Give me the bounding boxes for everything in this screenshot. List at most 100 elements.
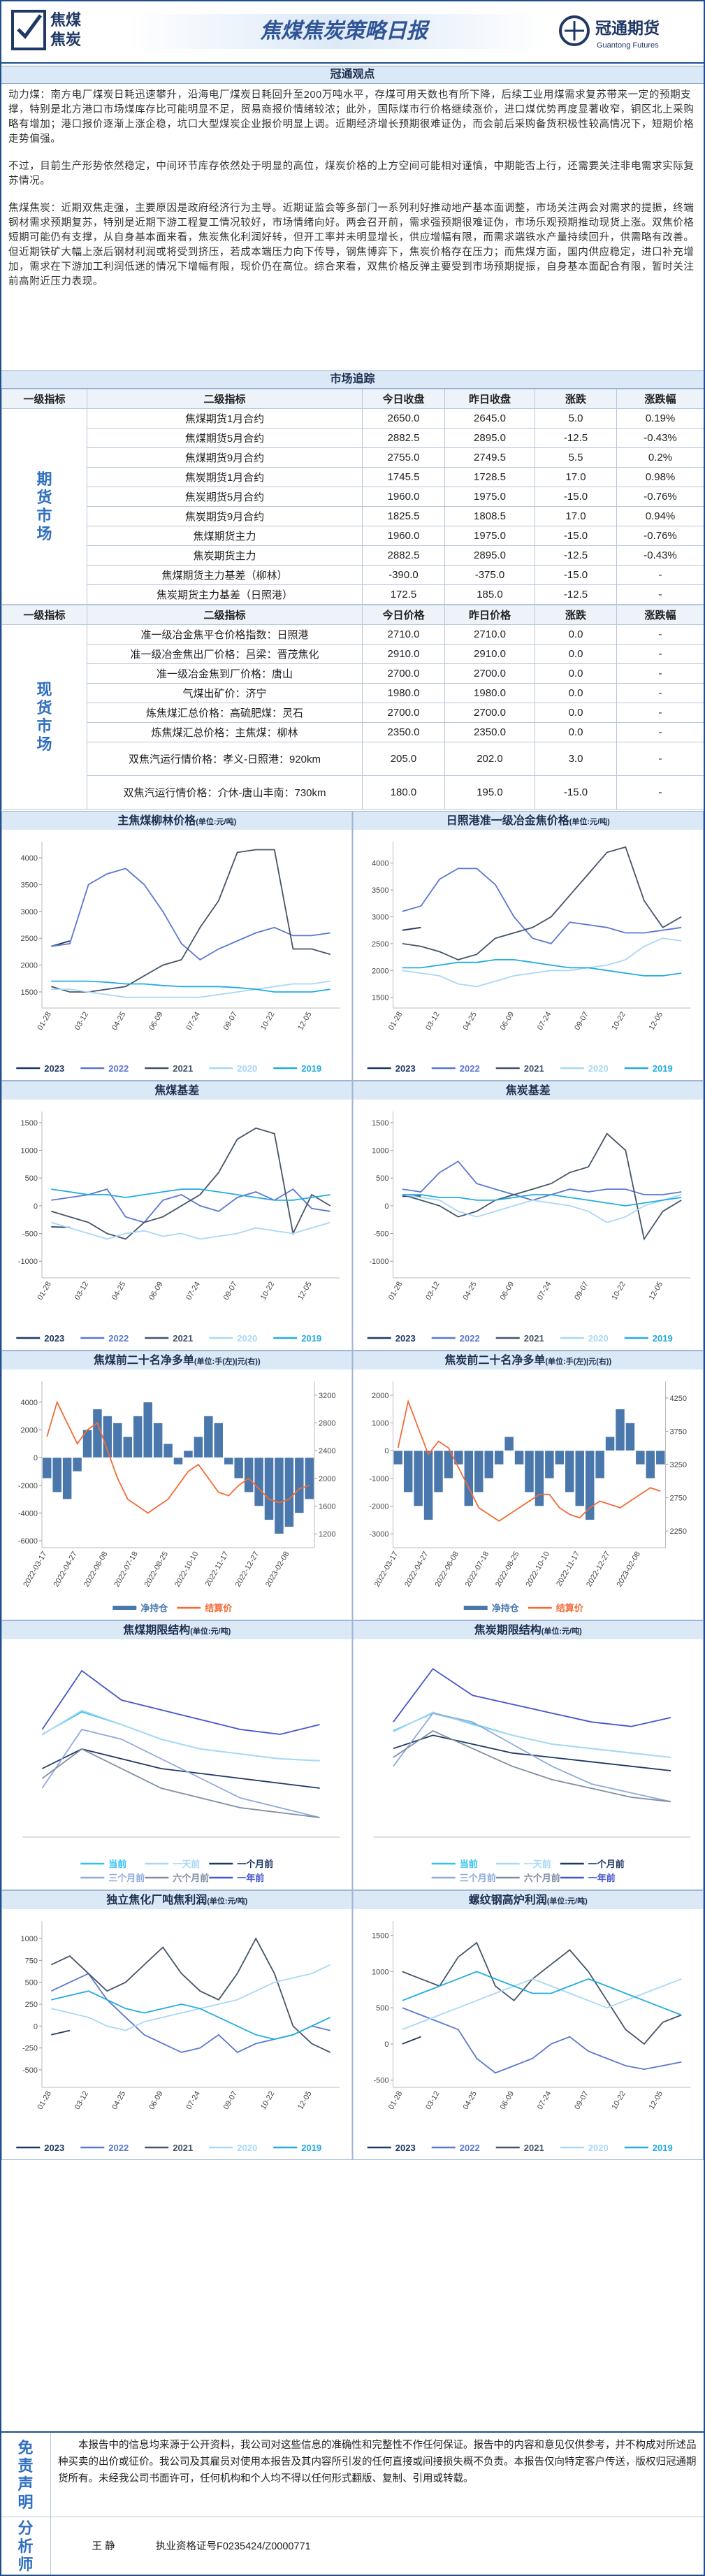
cell: - xyxy=(616,565,704,585)
cell: 2710.0 xyxy=(362,624,445,645)
header-cell: 涨跌 xyxy=(535,605,617,625)
header-cell: 二级指标 xyxy=(87,605,363,625)
cell: -0.76% xyxy=(616,487,704,507)
cell: 2882.5 xyxy=(362,428,445,448)
y2-tick-label: 3250 xyxy=(670,1461,687,1469)
logo-text: 焦煤 xyxy=(50,11,81,29)
y2-tick-label: 2000 xyxy=(319,1475,335,1483)
legend-label: 一个月前 xyxy=(237,1859,273,1869)
legend-label: 2021 xyxy=(524,1063,544,1074)
series-line xyxy=(402,937,682,988)
x-tick-label: 07-24 xyxy=(536,2090,553,2111)
y-tick-label: -2000 xyxy=(369,1503,388,1511)
series-line xyxy=(51,1188,330,1201)
company-name-en: Guantong Futures xyxy=(597,41,659,50)
disclaimer: 免责声明 本报告中的信息均来源于公开资料，我公司对这些信息的准确性和完整性不作任… xyxy=(1,2431,704,2518)
x-tick-label: 10-22 xyxy=(610,1281,627,1302)
analyst-license: 执业资格证号F0235424/Z0000771 xyxy=(156,2540,311,2552)
cell: 焦煤期货主力 xyxy=(87,526,363,546)
bar xyxy=(214,1423,224,1458)
cell: - xyxy=(616,742,704,776)
x-tick-label: 2022-06-08 xyxy=(433,1550,460,1589)
bar xyxy=(254,1457,264,1506)
bar xyxy=(403,1450,413,1492)
x-tick-label: 12-05 xyxy=(648,1011,664,1032)
cell: 5.0 xyxy=(535,408,617,429)
x-tick-label: 12-05 xyxy=(648,2090,664,2111)
cell: 2910.0 xyxy=(444,644,535,664)
table-row: 焦煤期货9月合约 2755.0 2749.5 5.5 0.2% xyxy=(2,447,704,468)
bar xyxy=(514,1450,524,1465)
y-tick-label: 1500 xyxy=(21,1119,38,1128)
y-tick-label: -1000 xyxy=(18,1258,38,1266)
cell: - xyxy=(616,644,704,664)
cell: 2350.0 xyxy=(444,722,535,742)
series-line xyxy=(402,1941,682,2045)
y-tick-label: 2000 xyxy=(21,962,38,970)
chart-title-text: 焦煤基差 xyxy=(154,1084,199,1097)
y-tick-label: -500 xyxy=(373,2077,388,2085)
cell: -390.0 xyxy=(362,565,445,585)
cell: 焦炭期货5月合约 xyxy=(87,487,363,507)
bar xyxy=(595,1450,605,1479)
bar xyxy=(305,1457,314,1499)
x-tick-label: 04-25 xyxy=(461,1281,478,1302)
chart-title-text: 日照港准一级冶金焦价格 xyxy=(446,814,570,827)
header-cell: 昨日收盘 xyxy=(444,389,535,409)
legend-label: 2021 xyxy=(524,2143,544,2153)
logo-text: 焦炭 xyxy=(50,31,81,48)
bar xyxy=(294,1457,305,1513)
legend-label: 2021 xyxy=(524,1333,544,1344)
cell: 焦煤期货9月合约 xyxy=(87,447,363,468)
bar xyxy=(112,1423,123,1458)
cell: 205.0 xyxy=(362,742,445,776)
y-tick-label: 2500 xyxy=(372,940,388,949)
table-row: 气煤出矿价：济宁 1980.0 1980.0 0.0- xyxy=(2,683,704,703)
bar xyxy=(555,1450,565,1465)
legend-label: 2022 xyxy=(108,2143,129,2153)
series-line xyxy=(402,846,682,960)
cell: - xyxy=(616,703,704,723)
bar xyxy=(655,1450,666,1465)
cell: 2700.0 xyxy=(362,663,445,684)
cell: 202.0 xyxy=(444,742,535,776)
cell: 0.0 xyxy=(535,624,617,645)
logo-icon xyxy=(11,10,46,50)
legend-label: 2023 xyxy=(44,2143,64,2153)
market-tables: 一级指标 二级指标 今日收盘 昨日收盘 涨跌 涨跌幅 期货市场 焦煤期货1月合约 2650.0 2… xyxy=(1,389,704,810)
chart: 螺纹钢高炉利润(单位:元/吨) -500 0 500 1000 1500 01-28 03-1… xyxy=(352,1890,704,2160)
bar xyxy=(163,1444,173,1458)
chart-title: 螺纹钢高炉利润(单位:元/吨) xyxy=(469,1893,588,1906)
chart-title: 焦炭前二十名净多单(单位:手(左)|元(右)) xyxy=(444,1353,611,1367)
legend-label: 2022 xyxy=(108,1333,129,1344)
bar xyxy=(444,1450,453,1479)
legend-label: 当前 xyxy=(460,1859,478,1869)
chart-title-text: 焦煤期限结构 xyxy=(122,1623,190,1636)
legend-label: 一个月前 xyxy=(588,1859,625,1869)
y-tick-label: 2000 xyxy=(372,1392,388,1400)
bar xyxy=(194,1437,203,1458)
bar xyxy=(474,1450,484,1492)
y-tick-label: 4000 xyxy=(21,854,38,863)
cell: 焦煤期货5月合约 xyxy=(87,428,363,448)
x-tick-label: 2022-04-27 xyxy=(52,1550,80,1589)
chart-frame xyxy=(1,811,353,1081)
header-cell: 涨跌 xyxy=(535,389,617,409)
table-row: 焦煤期货5月合约 2882.5 2895.0 -12.5 -0.43% xyxy=(2,428,704,448)
chart-frame xyxy=(1,1890,353,2160)
legend-label: 2019 xyxy=(653,1333,673,1344)
bar xyxy=(92,1409,103,1458)
series-line xyxy=(51,1221,330,1240)
series-line xyxy=(393,1729,671,1803)
x-tick-label: 01-28 xyxy=(387,1011,404,1032)
cell: 1745.5 xyxy=(362,467,445,487)
group-label: 期货市场 xyxy=(36,470,52,542)
x-tick-label: 2022-11-17 xyxy=(555,1550,581,1588)
legend-label: 2019 xyxy=(301,1333,321,1344)
cell: 0.0 xyxy=(535,683,617,703)
chart: 焦煤基差 -1000 -500 0 500 1000 1500 01-28 03-12 04-25… xyxy=(1,1081,353,1351)
cell: - xyxy=(616,624,704,645)
cell: 2895.0 xyxy=(444,428,535,448)
